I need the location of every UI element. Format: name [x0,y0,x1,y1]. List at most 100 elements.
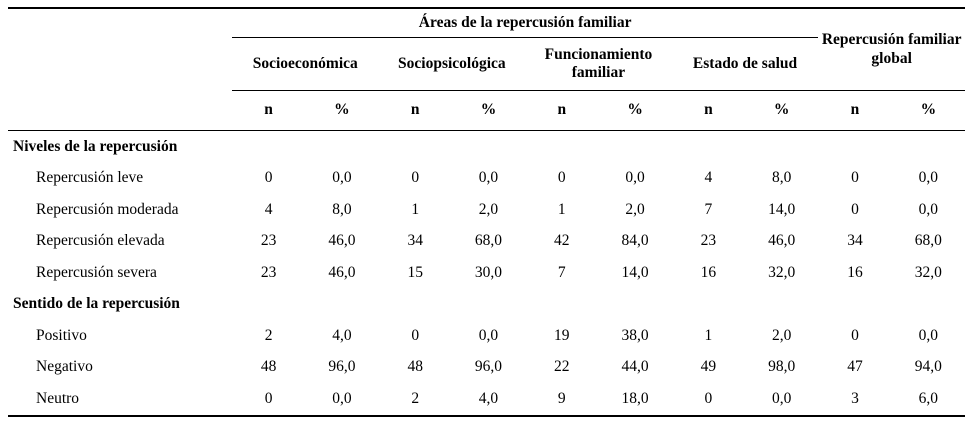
repercusion-familiar-table: Áreas de la repercusión familiar Repercu… [8,7,965,417]
data-cell: 68,0 [914,232,942,250]
table-row: Repercusión elevada 23 46,0 34 68,0 42 84,0 23 4… [8,226,965,258]
group-header-estado-de-salud: Estado de salud [671,37,819,91]
data-cell: 0 [264,169,273,187]
data-cell: 6,0 [918,389,938,407]
data-cell: 96,0 [474,358,503,376]
section-row: Niveles de la repercusión [8,131,965,163]
n-column-header: n [818,90,892,131]
data-cell: 47 [847,358,863,376]
section-row: Sentido de la repercusión [8,289,965,321]
data-cell: 84,0 [621,232,649,250]
data-cell: 0 [851,200,859,218]
n-column-header: n [671,90,746,131]
n-column-header: n [378,90,452,131]
data-cell: 0,0 [918,200,938,218]
data-cell: 9 [557,389,566,407]
table-row: Positivo 2 4,0 0 0,0 19 38,0 1 2,0 0 0,0 [8,320,965,352]
data-cell: 0 [411,326,420,344]
data-cell: 0 [851,326,859,344]
data-cell: 0,0 [478,326,499,344]
group-header-socioeconomica: Socioeconómica [231,37,379,91]
data-cell: 23 [260,232,277,250]
data-cell: 2,0 [771,326,792,344]
row-label: Negativo [36,358,93,376]
global-group-header: Repercusión familiar global [818,8,965,91]
table-row: Repercusión leve 0 0,0 0 0,0 0 0,0 4 8,0 0 0,0 [8,163,965,195]
data-cell: 94,0 [914,358,942,376]
data-cell: 49 [700,358,717,376]
section-title: Niveles de la repercusión [13,137,178,155]
data-cell: 98,0 [768,358,796,376]
data-cell: 32,0 [914,263,942,281]
data-cell: 0 [851,169,859,187]
header-row-n-pct: n % n % n % n % n % [8,90,965,131]
group-header-funcionamiento-familiar: Funcionamiento familiar [525,37,672,91]
data-cell: 30,0 [474,263,503,281]
data-cell: 7 [704,200,713,218]
data-cell: 48 [260,358,277,376]
pct-column-header: % [451,90,526,131]
pct-column-header: % [745,90,819,131]
data-cell: 48 [407,358,423,376]
data-cell: 18,0 [621,389,649,407]
data-cell: 3 [851,389,859,407]
data-cell: 1 [557,200,566,218]
data-cell: 0 [704,389,713,407]
data-cell: 0,0 [332,389,352,407]
table-row: Negativo 48 96,0 48 96,0 22 44,0 49 98,0 47 94,0 [8,352,965,384]
row-label: Repercusión severa [36,263,157,281]
data-cell: 19 [554,326,570,344]
data-cell: 4,0 [332,326,352,344]
areas-group-header: Áreas de la repercusión familiar [231,8,819,38]
data-cell: 46,0 [328,263,356,281]
data-cell: 38,0 [621,326,649,344]
data-cell: 0 [411,169,420,187]
data-cell: 8,0 [771,169,792,187]
header-row-areas: Áreas de la repercusión familiar Repercu… [8,8,965,131]
data-cell: 8,0 [332,200,352,218]
n-column-header: n [525,90,599,131]
pct-column-header: % [305,90,379,131]
section-title: Sentido de la repercusión [13,295,180,313]
table-body: Niveles de la repercusión Repercusión lev… [8,131,965,416]
data-cell: 16 [847,263,863,281]
data-cell: 15 [407,263,423,281]
data-cell: 0,0 [918,169,938,187]
data-cell: 42 [554,232,570,250]
data-cell: 68,0 [474,232,503,250]
data-cell: 1 [704,326,713,344]
data-cell: 4,0 [478,389,499,407]
data-cell: 44,0 [621,358,649,376]
row-label: Repercusión moderada [36,200,179,218]
data-cell: 2 [411,389,420,407]
row-label: Neutro [36,389,80,407]
data-cell: 0 [557,169,566,187]
data-cell: 2 [264,326,273,344]
data-cell: 23 [700,232,717,250]
data-cell: 0,0 [771,389,792,407]
row-label: Repercusión elevada [36,232,165,250]
pct-column-header: % [598,90,672,131]
row-label: Repercusión leve [36,169,144,187]
group-header-sociopsicologica: Sociopsicológica [378,37,526,91]
data-cell: 46,0 [768,232,796,250]
data-cell: 34 [847,232,863,250]
row-label: Positivo [36,326,87,344]
data-cell: 34 [407,232,423,250]
pct-column-header: % [891,90,965,131]
data-cell: 2,0 [478,200,499,218]
data-cell: 0,0 [478,169,499,187]
data-cell: 0,0 [918,326,938,344]
data-cell: 32,0 [768,263,796,281]
data-cell: 2,0 [625,200,645,218]
row-label-column-head [8,8,232,131]
table-row: Repercusión severa 23 46,0 15 30,0 7 14,0 16 32,… [8,257,965,289]
data-cell: 96,0 [328,358,356,376]
data-cell: 23 [260,263,277,281]
data-cell: 1 [411,200,420,218]
data-cell: 4 [704,169,713,187]
data-cell: 0 [264,389,273,407]
data-cell: 0,0 [625,169,645,187]
data-cell: 22 [554,358,570,376]
